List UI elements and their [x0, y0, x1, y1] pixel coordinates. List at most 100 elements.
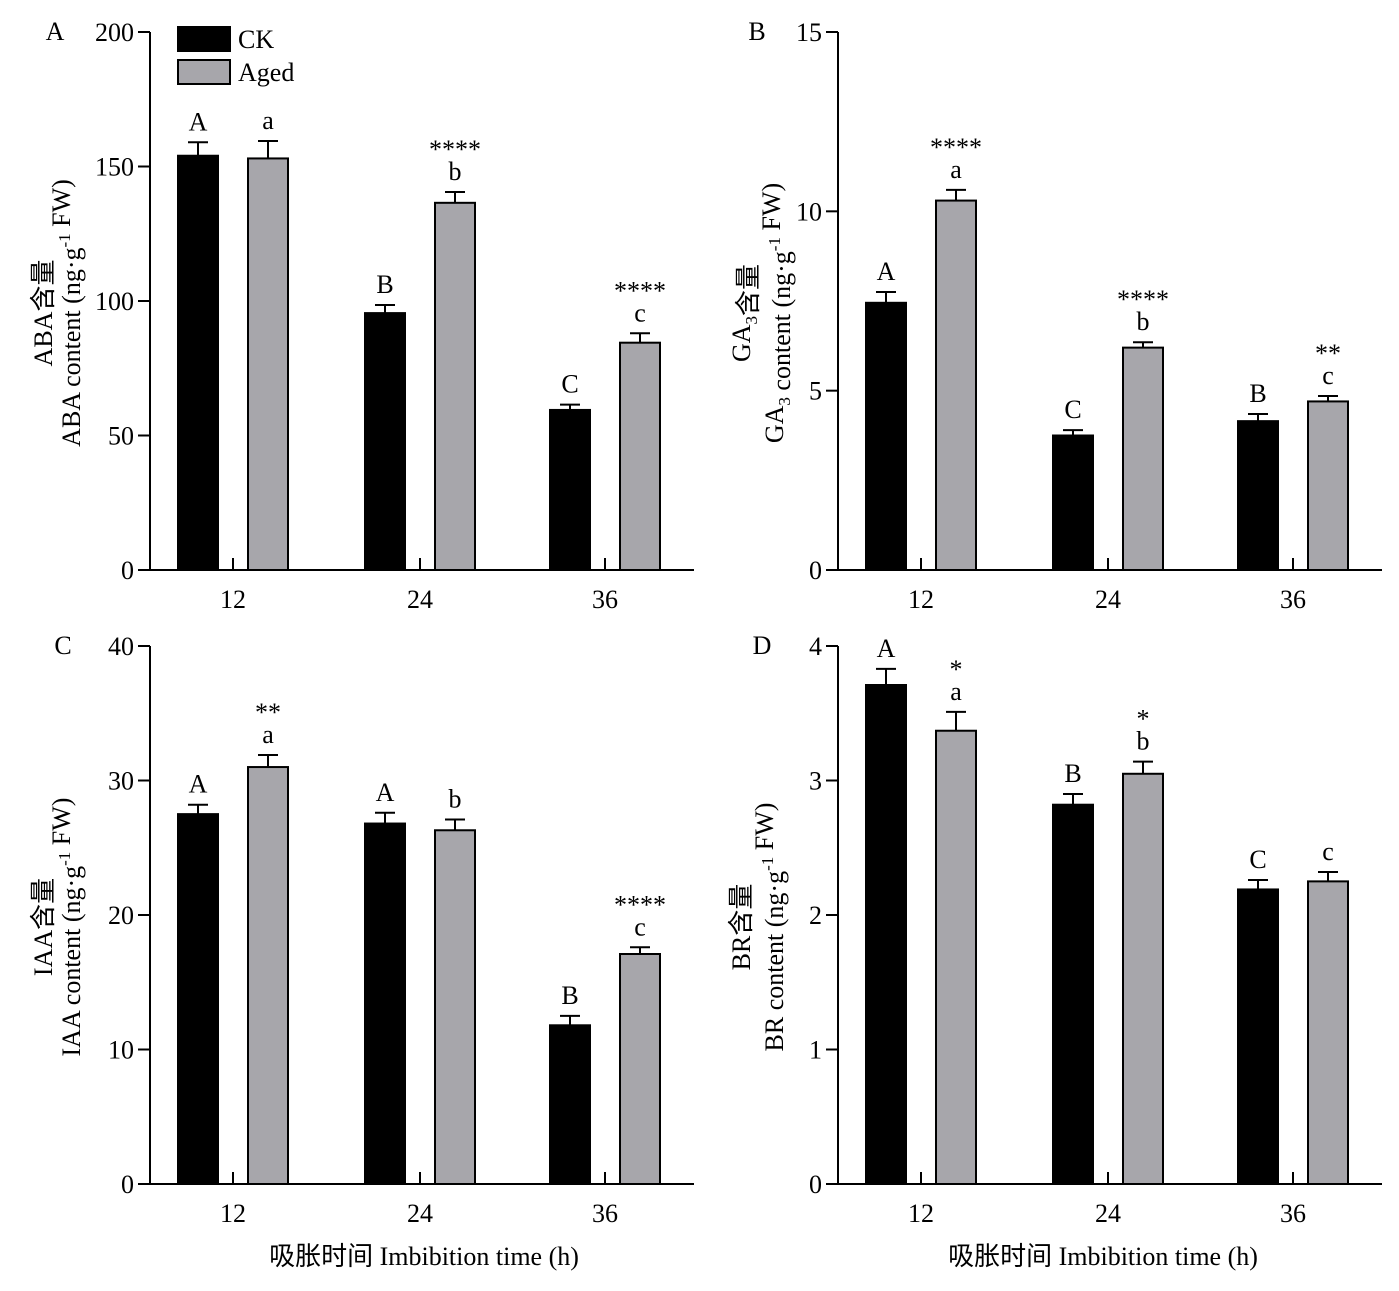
y-axis-title-en: BR content (ng·g-1 FW)	[750, 803, 789, 1052]
significance-letter-aged: a	[950, 155, 962, 184]
significance-letter-ck: A	[877, 257, 896, 286]
significance-stars: **	[255, 698, 281, 727]
significance-letter-ck: B	[376, 270, 393, 299]
y-tick-label: 10	[796, 197, 822, 226]
significance-letter-aged: a	[262, 106, 274, 135]
y-tick-label: 100	[95, 287, 134, 316]
x-tick-label: 36	[592, 585, 618, 614]
y-axis-title-zh-part: BR含量	[727, 884, 756, 971]
bar-aged	[434, 829, 476, 1185]
significance-letter-ck: B	[561, 981, 578, 1010]
y-axis-title-en-part: FW)	[47, 179, 76, 233]
panel-letter: D	[753, 631, 772, 660]
y-axis-title-zh-part: IAA含量	[29, 878, 58, 976]
significance-stars: ****	[614, 276, 666, 305]
y-axis-title-en-part: -1	[55, 852, 74, 866]
panel-letter: B	[748, 17, 765, 46]
y-tick-label: 0	[809, 1170, 822, 1199]
bar-ck	[364, 822, 406, 1185]
y-tick-label: 5	[809, 377, 822, 406]
y-tick-label: 1	[809, 1036, 822, 1065]
significance-letter-aged: a	[262, 720, 274, 749]
y-tick-label: 2	[809, 901, 822, 930]
chart-panel-a: A 0 50 100 150 200 ABA含量 ABA content (ng·g-1 FW…	[29, 17, 694, 614]
significance-stars: ****	[614, 890, 666, 919]
y-axis-title-en: GA3 content (ng·g-1 FW)	[757, 183, 796, 443]
x-tick-label: 12	[220, 585, 246, 614]
significance-letter-aged: b	[449, 785, 462, 814]
significance-stars: **	[1315, 339, 1341, 368]
chart-panel-c: C 0 10 20 30 40 IAA含量 IAA content (ng·g-1 FW) 12…	[29, 631, 694, 1228]
bar-ck	[549, 1024, 591, 1186]
legend-label-aged: Aged	[238, 58, 294, 87]
legend-label-ck: CK	[238, 25, 274, 54]
y-tick-label: 0	[809, 556, 822, 585]
y-axis-title-en-part: -1	[758, 857, 777, 871]
legend: CK Aged	[177, 25, 294, 87]
bar-ck	[1237, 420, 1279, 571]
significance-letter-ck: A	[189, 770, 208, 799]
y-axis-title-zh-part: 3	[742, 316, 761, 325]
x-axis-title-right-zh: 吸胀时间	[948, 1242, 1052, 1271]
y-axis-title-zh: ABA含量	[29, 260, 58, 367]
bar-aged	[1307, 880, 1349, 1185]
legend-swatch-aged	[177, 59, 231, 85]
y-tick-label: 0	[121, 556, 134, 585]
legend-swatch-ck	[177, 26, 231, 52]
bar-ck	[364, 312, 406, 571]
y-tick-label: 40	[108, 632, 134, 661]
y-tick-label: 10	[108, 1036, 134, 1065]
y-tick-label: 0	[121, 1170, 134, 1199]
x-tick-label: 24	[1095, 585, 1121, 614]
y-axis-title-zh-part: 含量	[734, 264, 763, 316]
y-axis-title-en-part: -1	[765, 237, 784, 251]
significance-letter-ck: C	[1064, 395, 1081, 424]
y-axis-title-en: ABA content (ng·g-1 FW)	[47, 179, 86, 447]
bar-aged	[1122, 772, 1164, 1186]
y-axis-title-en-part: -1	[55, 233, 74, 247]
y-axis-title-zh: GA3含量	[727, 264, 763, 362]
x-tick-label: 12	[220, 1199, 246, 1228]
significance-letter-aged: c	[1322, 837, 1334, 866]
y-axis-title-en-part: ABA content (ng·g	[57, 248, 86, 447]
panel-letter: A	[46, 17, 65, 46]
y-tick-label: 4	[809, 632, 822, 661]
bar-ck	[865, 301, 907, 571]
x-tick-label: 36	[1280, 585, 1306, 614]
x-axis-title-left-zh: 吸胀时间	[269, 1242, 373, 1271]
y-tick-label: 15	[796, 18, 822, 47]
y-tick-label: 30	[108, 767, 134, 796]
significance-stars: *	[950, 655, 963, 684]
y-tick-label: 3	[809, 767, 822, 796]
significance-stars: *	[1137, 705, 1150, 734]
bar-aged	[1122, 346, 1164, 572]
x-axis-title-left-en: Imbibition time (h)	[380, 1242, 579, 1271]
significance-letter-aged: b	[449, 157, 462, 186]
y-tick-label: 20	[108, 901, 134, 930]
bar-aged	[619, 953, 661, 1185]
x-tick-label: 24	[1095, 1199, 1121, 1228]
significance-letter-aged: c	[1322, 361, 1334, 390]
bar-ck	[177, 154, 219, 572]
bar-ck	[1052, 434, 1094, 571]
bar-aged	[434, 201, 476, 571]
significance-letter-ck: A	[877, 634, 896, 663]
bar-ck	[1052, 803, 1094, 1186]
y-axis-title-zh: IAA含量	[29, 878, 58, 976]
y-axis-title-en-part: FW)	[47, 798, 76, 852]
significance-letter-ck: A	[189, 107, 208, 136]
significance-letter-aged: a	[950, 677, 962, 706]
significance-stars: ****	[429, 135, 481, 164]
bar-ck	[865, 684, 907, 1185]
y-tick-label: 200	[95, 18, 134, 47]
significance-letter-aged: b	[1137, 307, 1150, 336]
bar-aged	[1307, 400, 1349, 571]
panel-letter: C	[54, 631, 71, 660]
significance-letter-ck: B	[1064, 759, 1081, 788]
significance-stars: ****	[1117, 285, 1169, 314]
y-axis-title-zh-part: ABA含量	[29, 260, 58, 367]
x-tick-label: 36	[592, 1199, 618, 1228]
bar-aged	[247, 157, 289, 571]
